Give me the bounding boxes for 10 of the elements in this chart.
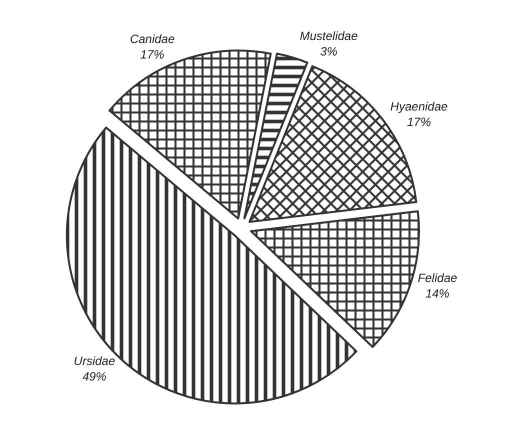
slice-label: Felidae	[418, 270, 458, 285]
data-label: 14%	[425, 286, 450, 300]
data-label: 17%	[140, 48, 165, 62]
slice-label: Hyaenidae	[390, 100, 448, 114]
data-label: 3%	[320, 44, 338, 59]
slice-label: Canidae	[130, 32, 175, 46]
slice-label: Mustelidae	[300, 29, 358, 44]
data-label: 17%	[406, 115, 432, 130]
slice-label: Ursidae	[74, 354, 116, 368]
data-label: 49%	[82, 370, 107, 384]
